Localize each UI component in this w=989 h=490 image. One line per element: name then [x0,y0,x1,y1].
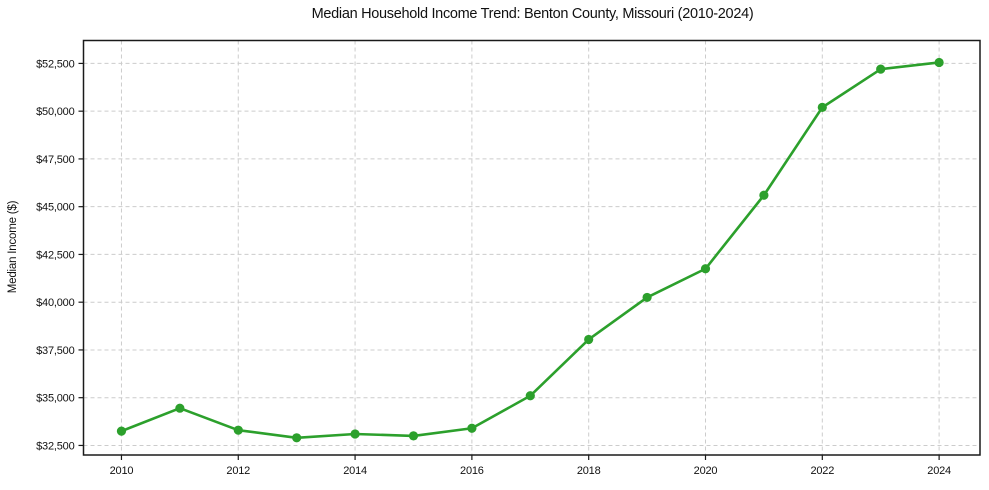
x-tick-label: 2010 [110,465,134,477]
y-tick-label: $32,500 [36,440,74,452]
data-point-marker [292,433,302,443]
data-point-marker [467,423,477,433]
y-tick-label: $42,500 [36,249,74,261]
income-trend-line [120,61,941,440]
x-tick-label: 2012 [226,465,250,477]
x-tick-label: 2018 [577,465,601,477]
x-tick-label: 2016 [460,465,484,477]
data-point-marker [759,190,769,200]
data-point-marker [700,264,711,274]
data-point-marker [233,425,243,435]
y-tick-label: $45,000 [36,202,74,214]
y-tick-label: $47,500 [36,154,74,166]
data-point-marker [175,403,185,413]
y-tick-label: $50,000 [36,106,74,118]
plot-border [82,39,981,456]
x-tick-label: 2014 [343,465,367,477]
x-tick-label: 2022 [810,465,834,477]
data-point-marker [408,431,419,441]
data-point-marker [934,57,944,68]
data-point-marker [116,426,127,436]
y-tick-label: $35,000 [36,393,74,405]
data-point-marker [525,391,535,401]
y-tick-label: $40,000 [36,297,74,309]
data-point-marker [642,292,652,303]
y-tick-label: $52,500 [36,58,74,70]
y-tick-label: $37,500 [36,345,74,357]
data-point-marker [817,102,827,112]
chart-title: Median Household Income Trend: Benton Co… [311,6,754,22]
data-point-marker [584,334,594,345]
x-tick-label: 2020 [694,465,718,477]
x-tick-label: 2024 [927,465,951,477]
data-point-marker [350,429,360,439]
data-point-marker [876,64,886,74]
